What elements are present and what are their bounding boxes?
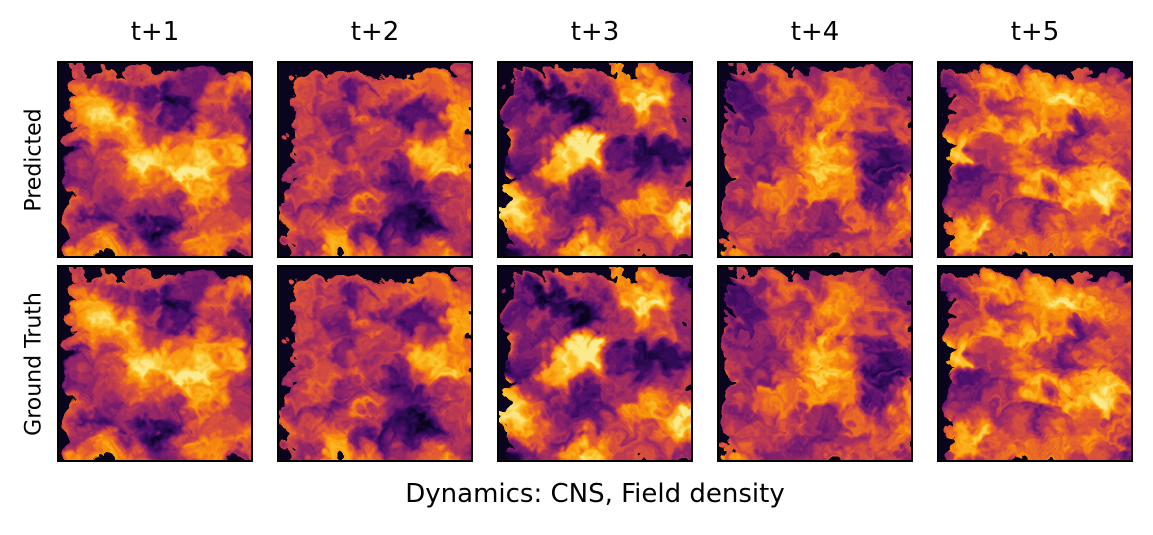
panel-predicted-t2: [277, 61, 473, 258]
density-field: [279, 267, 471, 460]
row-label-predicted: Predicted: [21, 108, 47, 212]
figure-caption: Dynamics: CNS, Field density: [405, 479, 785, 509]
panel-ground-truth-t3: [497, 265, 693, 462]
density-heatmap: [939, 267, 1131, 460]
density-heatmap: [59, 63, 251, 256]
density-field: [719, 63, 911, 256]
density-field: [59, 63, 251, 256]
column-title-t3: t+3: [570, 17, 620, 47]
density-heatmap: [939, 63, 1131, 256]
panel-predicted-t5: [937, 61, 1133, 258]
panel-ground-truth-t1: [57, 265, 253, 462]
column-title-t5: t+5: [1010, 17, 1060, 47]
density-heatmap: [279, 267, 471, 460]
density-heatmap: [719, 267, 911, 460]
density-field: [499, 63, 691, 256]
panel-ground-truth-t5: [937, 265, 1133, 462]
density-heatmap: [279, 63, 471, 256]
panel-ground-truth-t4: [717, 265, 913, 462]
panel-ground-truth-t2: [277, 265, 473, 462]
column-title-t1: t+1: [130, 17, 180, 47]
density-heatmap: [719, 63, 911, 256]
panel-predicted-t4: [717, 61, 913, 258]
density-heatmap: [499, 267, 691, 460]
density-field: [939, 63, 1131, 256]
column-title-t4: t+4: [790, 17, 840, 47]
density-heatmap: [59, 267, 251, 460]
density-field: [939, 267, 1131, 460]
density-field: [59, 267, 251, 460]
density-field: [499, 267, 691, 460]
row-label-ground-truth: Ground Truth: [21, 292, 47, 436]
panel-predicted-t3: [497, 61, 693, 258]
column-title-t2: t+2: [350, 17, 400, 47]
panel-predicted-t1: [57, 61, 253, 258]
density-field: [279, 63, 471, 256]
density-heatmap: [499, 63, 691, 256]
density-field: [719, 267, 911, 460]
